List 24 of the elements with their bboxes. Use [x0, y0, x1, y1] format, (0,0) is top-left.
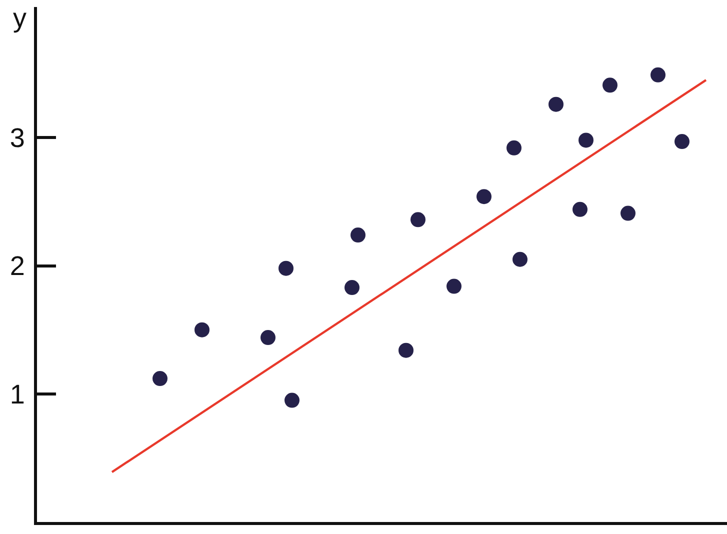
point: [152, 371, 168, 386]
y-tick-label: 2: [10, 251, 25, 282]
point: [620, 206, 636, 221]
point: [512, 252, 528, 267]
y-tick-label: 3: [10, 123, 25, 154]
point: [572, 202, 588, 217]
point: [350, 228, 366, 243]
point: [476, 189, 492, 204]
point: [602, 78, 618, 93]
point: [260, 330, 276, 346]
y-axis-title: y: [13, 3, 27, 33]
point: [548, 96, 564, 112]
point: [410, 212, 426, 228]
point: [194, 322, 210, 338]
point: [398, 342, 414, 358]
point: [446, 278, 462, 294]
y-tick-label: 1: [10, 379, 25, 410]
point: [650, 67, 666, 82]
point: [578, 132, 594, 148]
point: [344, 280, 360, 296]
point: [506, 140, 522, 156]
point: [278, 260, 294, 276]
point: [674, 134, 690, 150]
point: [284, 392, 300, 408]
